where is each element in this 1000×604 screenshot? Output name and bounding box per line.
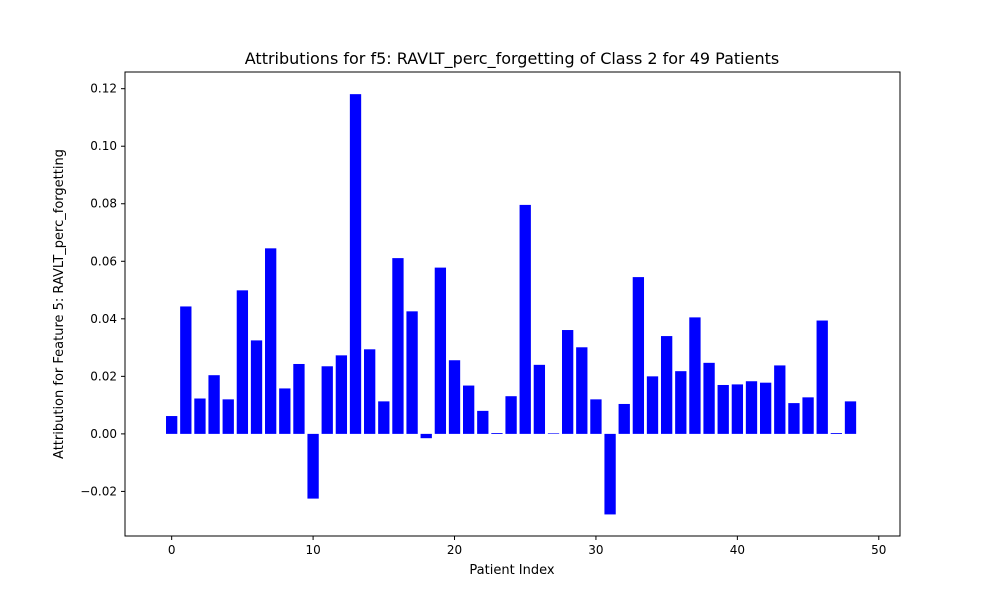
x-tick-label: 0 [168, 543, 176, 557]
x-axis-label: Patient Index [469, 563, 554, 578]
bar-patient-42 [759, 382, 772, 434]
bar-patient-14 [364, 349, 376, 434]
bar-patient-37 [689, 317, 701, 434]
bar-patient-4 [222, 399, 234, 434]
plot-area-frame [124, 71, 901, 537]
bar-patient-28 [562, 330, 574, 434]
bar-patient-13 [349, 94, 362, 434]
bar-patient-32 [618, 403, 630, 434]
bar-patient-47 [830, 433, 843, 434]
bar-patient-40 [731, 384, 744, 434]
bar-patient-1 [180, 306, 192, 434]
y-tick-label: 0.04 [90, 312, 117, 326]
bar-patient-31 [604, 433, 616, 515]
x-axis: 0 10 20 30 40 50 [168, 536, 886, 557]
y-tick-label: −0.02 [80, 484, 117, 498]
bar-patient-38 [703, 362, 715, 434]
bar-patient-20 [448, 360, 461, 434]
x-tick-label: 40 [730, 543, 745, 557]
bar-patient-23 [491, 433, 503, 434]
bar-patient-9 [293, 363, 305, 434]
bar-patient-27 [547, 433, 560, 434]
bar-patient-24 [505, 396, 517, 434]
bar-patient-25 [519, 204, 531, 434]
bar-patient-48 [844, 401, 857, 434]
bar-patient-36 [675, 371, 687, 434]
bar-patient-10 [307, 433, 319, 499]
bar-patient-22 [477, 410, 489, 434]
bar-patient-33 [632, 277, 645, 434]
x-tick-label: 30 [588, 543, 603, 557]
x-tick-label: 20 [447, 543, 462, 557]
y-tick-label: 0.10 [90, 139, 117, 153]
chart-title: Attributions for f5: RAVLT_perc_forgetti… [245, 49, 779, 69]
bar-patient-0 [166, 416, 178, 434]
bar-patient-18 [420, 433, 432, 439]
y-axis-label: Attribution for Feature 5: RAVLT_perc_fo… [52, 149, 67, 459]
y-axis: −0.02 0.00 0.02 0.04 0.06 0.08 0.10 0.12 [80, 82, 125, 498]
bar-patient-17 [406, 311, 418, 434]
bar-patient-8 [279, 388, 291, 434]
bar-patient-45 [802, 397, 814, 434]
bar-patient-30 [590, 399, 602, 434]
bar-patient-35 [660, 336, 673, 434]
bar-patient-3 [208, 375, 220, 434]
bar-patient-15 [378, 401, 390, 434]
x-tick-label: 50 [871, 543, 886, 557]
y-tick-label: 0.00 [90, 427, 117, 441]
bars-group [166, 94, 857, 515]
bar-patient-21 [463, 385, 475, 434]
bar-patient-16 [392, 258, 404, 434]
bar-patient-7 [265, 248, 277, 434]
y-tick-label: 0.02 [90, 369, 117, 383]
bar-patient-46 [816, 320, 828, 434]
x-tick-label: 10 [305, 543, 320, 557]
y-tick-label: 0.08 [90, 197, 117, 211]
bar-patient-39 [717, 384, 729, 434]
bar-patient-43 [774, 365, 786, 434]
y-tick-label: 0.12 [90, 82, 117, 96]
bar-patient-41 [745, 381, 758, 434]
bar-patient-44 [788, 403, 800, 434]
y-tick-label: 0.06 [90, 254, 117, 268]
bar-patient-34 [646, 376, 659, 434]
bar-patient-11 [321, 366, 333, 434]
bar-patient-2 [194, 398, 206, 434]
bar-patient-5 [236, 290, 249, 434]
bar-patient-29 [576, 347, 588, 434]
bar-patient-12 [335, 355, 348, 434]
bar-patient-19 [434, 267, 447, 434]
bar-patient-26 [533, 364, 546, 434]
bar-patient-6 [250, 340, 263, 434]
